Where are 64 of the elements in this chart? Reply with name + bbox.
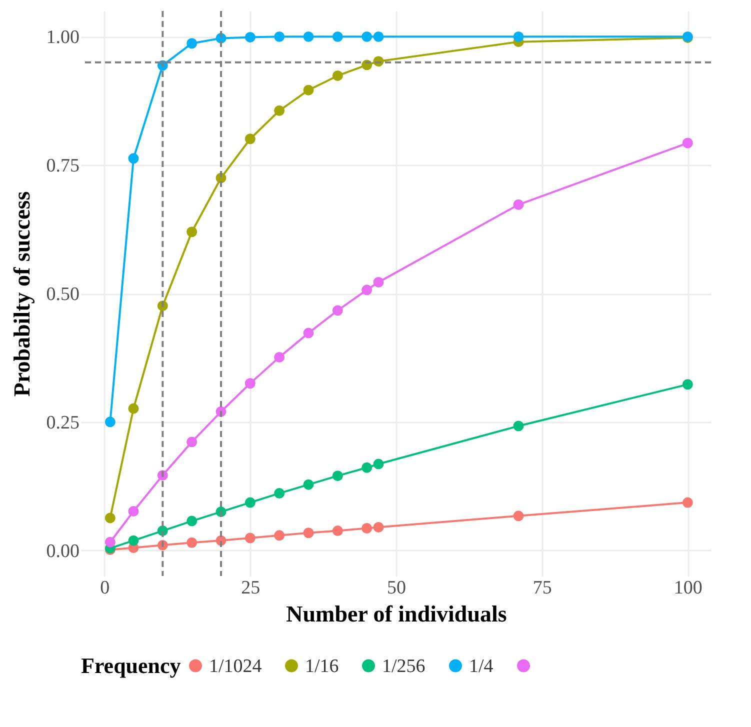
x-tick-label: 25 <box>241 578 260 598</box>
point <box>186 436 198 448</box>
legend-label: 1/16 <box>305 656 339 677</box>
y-tick-label: 0.75 <box>46 156 80 177</box>
point <box>186 226 198 238</box>
point <box>186 38 198 49</box>
x-tick-label: 0 <box>100 578 110 598</box>
point <box>244 378 256 389</box>
point <box>332 470 343 482</box>
point <box>513 420 524 432</box>
legend-label: 1/256 <box>382 656 426 677</box>
point <box>303 31 314 42</box>
x-axis-title: Number of individuals <box>286 602 507 626</box>
point <box>362 462 372 473</box>
point <box>303 328 314 338</box>
point <box>186 516 198 526</box>
x-tick-label: 50 <box>387 578 406 598</box>
point <box>104 416 116 428</box>
x-tick-label: 75 <box>532 578 552 598</box>
point <box>332 305 343 316</box>
point <box>104 536 116 548</box>
point <box>332 31 343 42</box>
point <box>274 31 285 42</box>
point <box>682 379 693 390</box>
point <box>274 352 285 362</box>
point <box>362 523 372 534</box>
point <box>513 510 524 522</box>
point <box>186 537 198 548</box>
y-tick-label: 0.25 <box>46 412 80 434</box>
point <box>332 526 343 536</box>
point <box>128 403 139 414</box>
legend-title: Frequency <box>81 653 181 678</box>
point <box>362 284 372 296</box>
y-tick-label: 0.50 <box>46 284 80 305</box>
point <box>274 488 285 499</box>
y-axis-title: Probabilty of success <box>9 191 34 397</box>
legend-label: 1/4 <box>469 656 494 677</box>
point <box>682 138 693 148</box>
point <box>513 31 524 42</box>
point <box>274 105 285 116</box>
point <box>303 479 314 490</box>
point <box>128 535 139 546</box>
point <box>682 497 693 508</box>
x-tick-label: 100 <box>674 578 702 598</box>
point <box>362 31 372 42</box>
point <box>373 276 384 288</box>
point <box>373 31 384 42</box>
point <box>373 458 384 470</box>
point <box>244 134 256 144</box>
point <box>373 522 384 532</box>
point <box>513 199 524 210</box>
point <box>274 530 285 541</box>
y-tick-label: 1.00 <box>46 27 80 48</box>
point <box>104 512 116 524</box>
point <box>244 497 256 508</box>
point <box>303 84 314 96</box>
point <box>244 532 256 544</box>
point <box>303 528 314 538</box>
legend-label: 1/1024 <box>209 656 262 677</box>
point <box>128 506 139 517</box>
point <box>244 32 256 42</box>
y-tick-label: 0.00 <box>46 540 80 562</box>
point <box>332 70 343 81</box>
point <box>128 153 139 164</box>
